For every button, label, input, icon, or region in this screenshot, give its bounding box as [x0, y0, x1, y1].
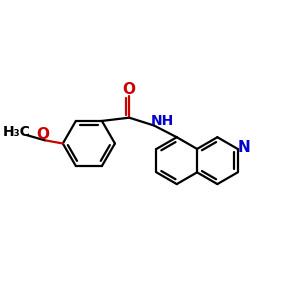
Text: N: N — [238, 140, 250, 155]
Text: O: O — [36, 127, 49, 142]
Text: O: O — [123, 82, 136, 97]
Text: H₃C: H₃C — [3, 125, 31, 140]
Text: NH: NH — [151, 114, 174, 128]
